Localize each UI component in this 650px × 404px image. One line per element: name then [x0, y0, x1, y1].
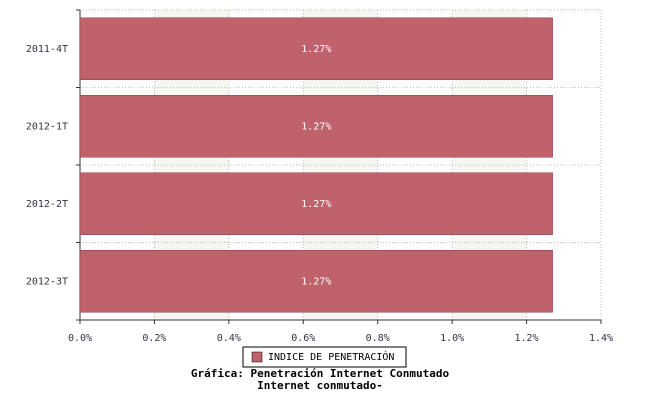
- x-tick-label: 0.6%: [291, 333, 315, 344]
- x-tick-label: 1.0%: [440, 333, 464, 344]
- bar: [79, 95, 553, 158]
- x-tick-label: 0.2%: [142, 333, 166, 344]
- legend-label: INDICE DE PENETRACIÓN: [268, 350, 394, 363]
- legend-box: [242, 346, 407, 368]
- data-label: 1.27%: [301, 276, 331, 287]
- y-tick-label: 2012-2T: [26, 199, 68, 210]
- x-tick-label: 1.2%: [515, 333, 539, 344]
- y-tick-label: 2012-3T: [26, 276, 68, 287]
- bar: [79, 172, 553, 235]
- bar: [79, 250, 553, 313]
- x-tick-label: 0.4%: [217, 333, 241, 344]
- x-tick-label: 0.0%: [68, 333, 92, 344]
- data-label: 1.27%: [301, 121, 331, 132]
- x-tick-label: 0.8%: [366, 333, 390, 344]
- bar: [79, 17, 553, 80]
- chart-title: Gráfica: Penetración Internet Conmutado: [191, 367, 450, 380]
- legend-swatch: [251, 351, 263, 363]
- x-tick-label: 1.4%: [589, 333, 613, 344]
- chart-subtitle: Internet conmutado-: [257, 379, 383, 392]
- data-label: 1.27%: [301, 44, 331, 55]
- y-tick-label: 2012-1T: [26, 121, 68, 132]
- data-label: 1.27%: [301, 199, 331, 210]
- y-tick-label: 2011-4T: [26, 44, 68, 55]
